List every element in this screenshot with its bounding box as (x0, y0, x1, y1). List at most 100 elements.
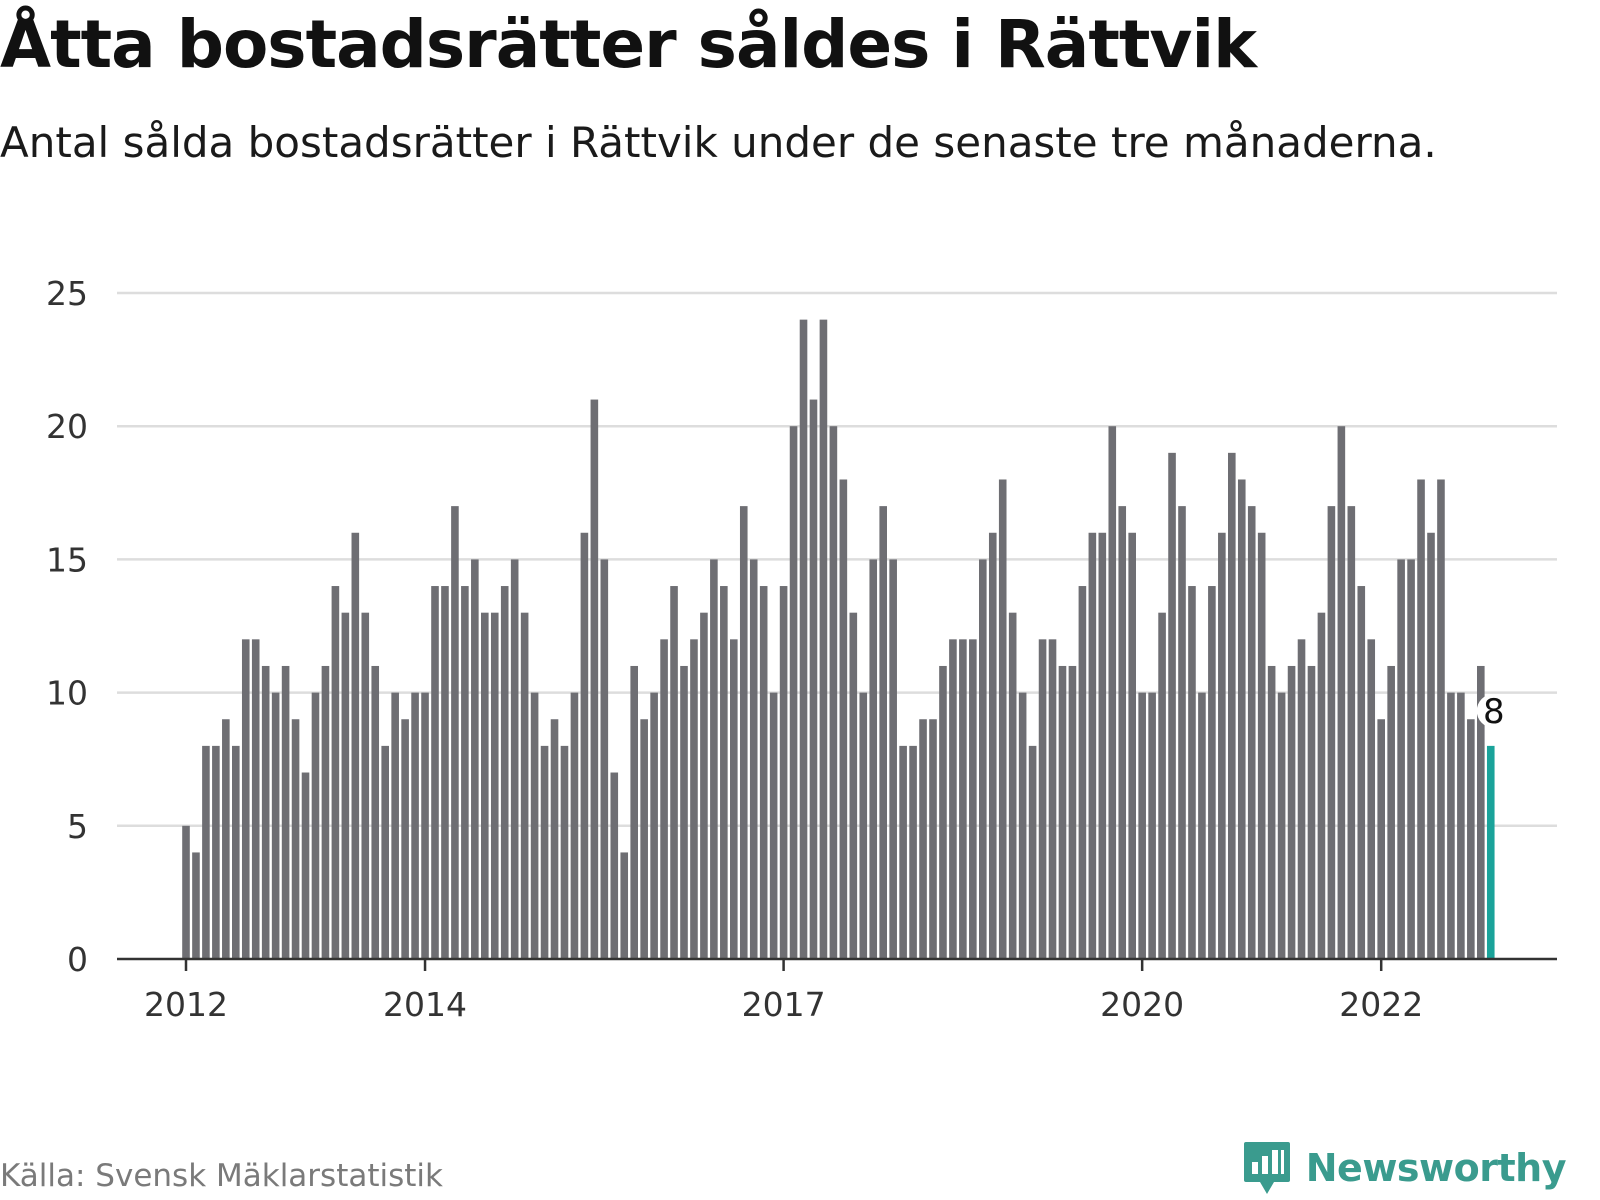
bar (1148, 692, 1156, 959)
bar (1247, 506, 1256, 959)
bar (799, 319, 808, 959)
bar (411, 692, 419, 959)
bar (929, 719, 937, 959)
bar (311, 692, 320, 959)
bar (969, 639, 977, 959)
bar (899, 745, 907, 959)
bar (1098, 532, 1107, 959)
bar (849, 612, 858, 959)
bar (730, 639, 738, 959)
bar (979, 559, 987, 959)
highlighted-bar (1486, 745, 1495, 959)
bar (1068, 665, 1077, 959)
bar (1407, 559, 1415, 959)
bar (919, 719, 927, 959)
y-tick-label: 5 (67, 807, 88, 846)
bar (1178, 506, 1186, 959)
bar (939, 665, 947, 959)
brand-name: Newsworthy (1305, 1146, 1567, 1190)
bar (1008, 612, 1017, 959)
chart-subtitle: Antal sålda bostadsrätter i Rättvik unde… (0, 118, 1437, 167)
bar (271, 692, 280, 959)
bar (500, 586, 509, 959)
bar (1158, 612, 1166, 959)
bar (749, 559, 758, 959)
bar (1437, 479, 1445, 959)
y-tick-label: 20 (46, 407, 88, 446)
bar (570, 692, 579, 959)
bar (1457, 692, 1465, 959)
bar (202, 745, 210, 959)
bar (670, 586, 678, 959)
bar (988, 532, 997, 959)
bar (481, 612, 489, 959)
bar (1357, 586, 1366, 959)
bar (1228, 452, 1236, 959)
bar (859, 692, 868, 959)
bar (1267, 665, 1276, 959)
bar (261, 665, 270, 959)
bar (1327, 506, 1336, 959)
bar (520, 612, 529, 959)
bar (1287, 665, 1296, 959)
bar (471, 559, 479, 959)
bar (550, 719, 559, 959)
bar (1138, 692, 1146, 959)
bar (1038, 639, 1047, 959)
bar (759, 586, 768, 959)
bar (251, 639, 260, 959)
bar (640, 719, 648, 959)
bar (1337, 426, 1346, 959)
x-tick-label: 2017 (742, 985, 826, 1024)
data-label-background (1476, 693, 1511, 728)
bar (1417, 479, 1425, 959)
bar (232, 745, 240, 959)
bar (1237, 479, 1246, 959)
bar (182, 825, 190, 959)
brand-logo: Newsworthy (1242, 1138, 1567, 1198)
bar (421, 692, 429, 959)
bar (909, 745, 917, 959)
bar (829, 426, 838, 959)
bar (620, 852, 629, 959)
bar (789, 426, 798, 959)
bar (1447, 692, 1455, 959)
bar (1088, 532, 1097, 959)
bar (212, 745, 220, 959)
bar (321, 665, 330, 959)
bar (540, 745, 549, 959)
bar (1188, 586, 1196, 959)
bar (1277, 692, 1286, 959)
bar (441, 586, 449, 959)
bar-chart: 0 5 10 15 20 25 2012 2014 2017 2020 2022 8 (46, 274, 1557, 1024)
y-tick-label: 25 (46, 274, 88, 313)
bar (1028, 745, 1037, 959)
bar (371, 665, 380, 959)
bar (510, 559, 519, 959)
bar (451, 506, 459, 959)
bar (660, 639, 668, 959)
bar (341, 612, 350, 959)
bar (1387, 665, 1395, 959)
bar (281, 665, 290, 959)
bar (1218, 532, 1226, 959)
bar (720, 586, 728, 959)
x-tick-label: 2020 (1100, 985, 1184, 1024)
bar (1208, 586, 1216, 959)
bar (461, 586, 469, 959)
bar (1168, 452, 1176, 959)
bar (351, 532, 360, 959)
bar (192, 852, 200, 959)
bar (680, 665, 688, 959)
bar (630, 665, 638, 959)
bar (401, 719, 409, 959)
bar (710, 559, 718, 959)
bar (490, 612, 499, 959)
bar (650, 692, 658, 959)
bar (361, 612, 370, 959)
bar (1317, 612, 1326, 959)
chart-title: Åtta bostadsrätter såldes i Rättvik (0, 6, 1257, 83)
bar (381, 745, 389, 959)
x-tick-label: 2022 (1339, 985, 1423, 1024)
bar (819, 319, 828, 959)
